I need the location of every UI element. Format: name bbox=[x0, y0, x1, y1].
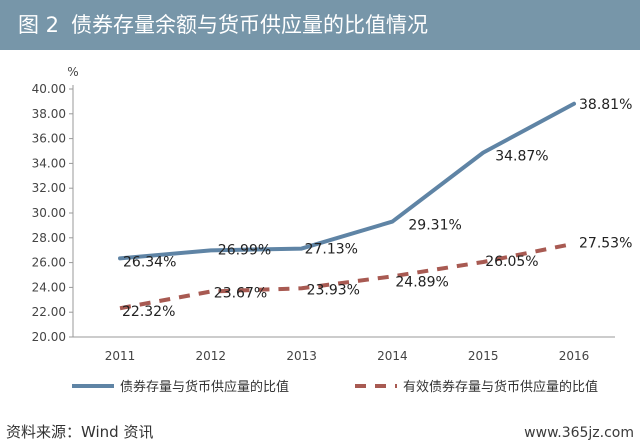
x-tick-label: 2012 bbox=[196, 349, 227, 363]
legend-label: 有效债券存量与货币供应量的比值 bbox=[403, 379, 598, 395]
data-label: 27.13% bbox=[305, 242, 358, 258]
chart-title: 债券存量余额与货币供应量的比值情况 bbox=[71, 13, 429, 37]
y-tick-label: 34.00 bbox=[32, 156, 66, 170]
y-tick-label: 22.00 bbox=[32, 305, 66, 319]
x-tick-label: 2014 bbox=[377, 349, 408, 363]
data-label: 26.34% bbox=[123, 254, 176, 270]
y-tick-label: 28.00 bbox=[32, 231, 66, 245]
x-tick-label: 2015 bbox=[468, 349, 499, 363]
watermark: www.365jz.com bbox=[524, 425, 634, 441]
data-label: 38.81% bbox=[579, 97, 632, 113]
legend-label: 债券存量与货币供应量的比值 bbox=[120, 379, 289, 395]
chart-title-bar: 图 2 债券存量余额与货币供应量的比值情况 bbox=[0, 0, 640, 50]
y-tick-label: 38.00 bbox=[32, 107, 66, 121]
x-tick-label: 2016 bbox=[559, 349, 590, 363]
y-tick-label: 20.00 bbox=[32, 330, 66, 344]
data-label: 34.87% bbox=[495, 149, 548, 165]
data-label: 29.31% bbox=[408, 218, 461, 234]
data-label: 23.67% bbox=[214, 285, 267, 301]
data-label: 24.89% bbox=[395, 274, 448, 290]
source-note: 资料来源：Wind 资讯 bbox=[6, 423, 154, 441]
data-label: 26.99% bbox=[218, 242, 271, 258]
y-tick-label: 32.00 bbox=[32, 181, 66, 195]
series-line-effective-bond-stock bbox=[119, 241, 575, 311]
x-tick-label: 2011 bbox=[105, 349, 136, 363]
line-chart: % 20.00 22.00 24.00 26.00 28.00 30.00 32.00 34.0… bbox=[32, 65, 633, 395]
y-tick-label: 30.00 bbox=[32, 206, 66, 220]
figure-number: 图 2 bbox=[18, 13, 60, 37]
data-label: 26.05% bbox=[485, 254, 538, 270]
y-axis-unit: % bbox=[67, 65, 78, 79]
y-tick-label: 36.00 bbox=[32, 132, 66, 146]
series-line-bond-stock bbox=[118, 101, 576, 261]
y-tick-label: 40.00 bbox=[32, 82, 66, 96]
y-tick-label: 26.00 bbox=[32, 256, 66, 270]
data-label: 23.93% bbox=[307, 282, 360, 298]
x-tick-label: 2013 bbox=[286, 349, 317, 363]
data-label: 27.53% bbox=[579, 236, 632, 252]
data-label: 22.32% bbox=[122, 304, 175, 320]
y-tick-label: 24.00 bbox=[32, 280, 66, 294]
